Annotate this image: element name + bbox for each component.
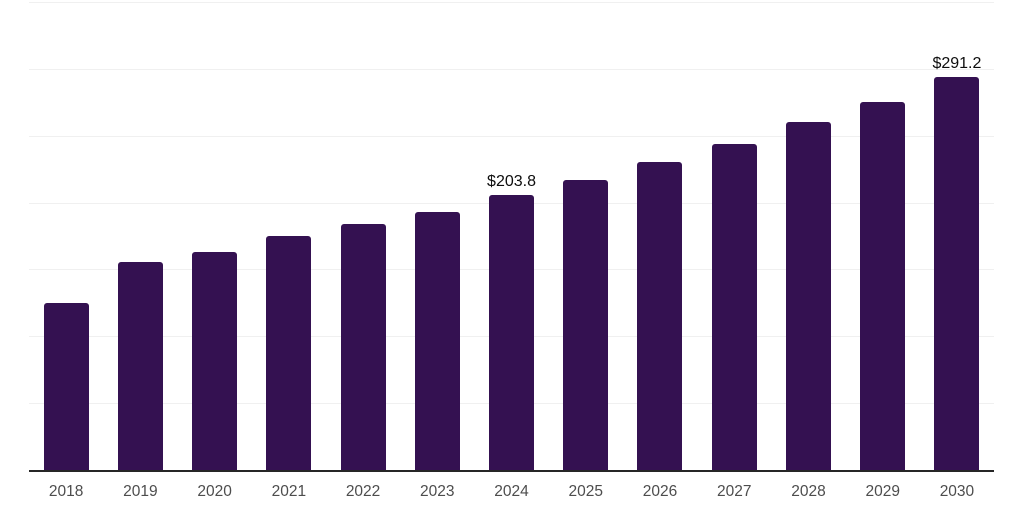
bar-2030 [934,77,980,470]
bar-value-label: $291.2 [932,55,982,73]
gridline [29,68,994,70]
bar-slot [846,2,920,470]
bar-slot [252,2,326,470]
bar-slot [623,2,697,470]
x-tick-label: 2024 [494,483,529,500]
x-tick-label: 2028 [791,483,826,500]
bar-2022 [340,224,386,470]
x-tick-label: 2030 [939,483,975,500]
bar-slot [29,2,103,470]
x-tick-label: 2018 [48,483,84,500]
x-tick-label: 2029 [865,483,900,500]
bar-2028 [785,122,831,470]
bar-2020 [192,252,238,470]
bar-2021 [266,236,312,470]
bar-slot: $291.2 [920,2,994,470]
bar-slot [177,2,251,470]
x-tick-label: 2027 [716,483,752,500]
x-tick-label: 2023 [420,483,455,500]
bar-2027 [711,144,757,470]
x-tick-label: 2025 [568,483,603,500]
x-tick-label: 2020 [197,483,232,500]
bar-2029 [860,102,906,470]
bar-value-label: $203.8 [487,173,536,191]
x-tick-label: 2022 [345,483,381,500]
bar-2018 [43,302,89,470]
x-tick-label: 2026 [642,483,678,500]
bar-slot [697,2,771,470]
x-tick-label: 2019 [123,483,158,500]
bar-slot [549,2,623,470]
bar-slot [771,2,845,470]
bar-2026 [637,162,683,470]
bar-slot [326,2,400,470]
bar-2024 [489,195,535,470]
x-axis-tick-row: 2018 2019 2020 2021 2022 2023 2024 2025 2026 2027… [29,483,994,501]
bar-2023 [414,212,460,470]
bar-slot [103,2,177,470]
plot-area: $203.8 $291.2 [29,2,994,472]
bar-2019 [117,261,163,470]
gridline [29,135,994,137]
bar-slot: $203.8 [474,2,548,470]
bar-2025 [563,180,609,470]
gridline [29,2,994,3]
bars-row: $203.8 $291.2 [29,2,994,470]
x-tick-label: 2021 [271,483,307,500]
bar-slot [400,2,474,470]
